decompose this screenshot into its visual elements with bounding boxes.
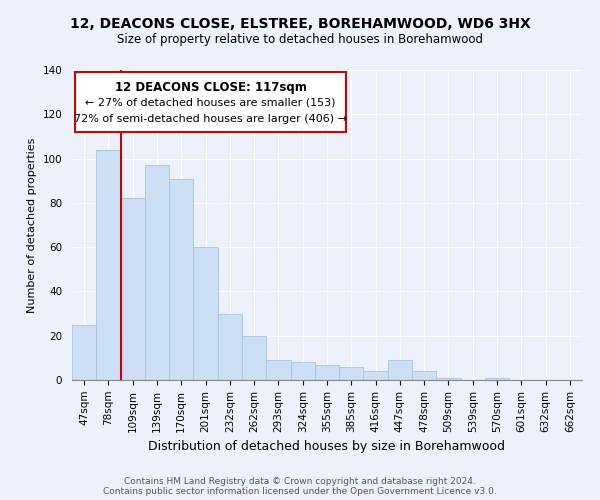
Bar bbox=[121, 198, 145, 380]
Bar bbox=[339, 366, 364, 380]
Bar bbox=[242, 336, 266, 380]
Bar bbox=[412, 371, 436, 380]
Bar bbox=[388, 360, 412, 380]
Bar bbox=[96, 150, 121, 380]
Bar bbox=[218, 314, 242, 380]
Text: 72% of semi-detached houses are larger (406) →: 72% of semi-detached houses are larger (… bbox=[74, 114, 347, 124]
Bar bbox=[145, 165, 169, 380]
Text: 12 DEACONS CLOSE: 117sqm: 12 DEACONS CLOSE: 117sqm bbox=[115, 80, 307, 94]
Bar bbox=[436, 378, 461, 380]
Text: Contains public sector information licensed under the Open Government Licence v3: Contains public sector information licen… bbox=[103, 487, 497, 496]
Text: 12, DEACONS CLOSE, ELSTREE, BOREHAMWOOD, WD6 3HX: 12, DEACONS CLOSE, ELSTREE, BOREHAMWOOD,… bbox=[70, 18, 530, 32]
X-axis label: Distribution of detached houses by size in Borehamwood: Distribution of detached houses by size … bbox=[149, 440, 505, 453]
Text: Contains HM Land Registry data © Crown copyright and database right 2024.: Contains HM Land Registry data © Crown c… bbox=[124, 477, 476, 486]
Bar bbox=[364, 371, 388, 380]
Bar bbox=[315, 364, 339, 380]
Bar bbox=[266, 360, 290, 380]
Text: Size of property relative to detached houses in Borehamwood: Size of property relative to detached ho… bbox=[117, 32, 483, 46]
Bar bbox=[169, 178, 193, 380]
Text: ← 27% of detached houses are smaller (153): ← 27% of detached houses are smaller (15… bbox=[85, 97, 336, 107]
Bar bbox=[72, 324, 96, 380]
Bar bbox=[485, 378, 509, 380]
Bar bbox=[193, 247, 218, 380]
Bar bbox=[290, 362, 315, 380]
Y-axis label: Number of detached properties: Number of detached properties bbox=[27, 138, 37, 312]
